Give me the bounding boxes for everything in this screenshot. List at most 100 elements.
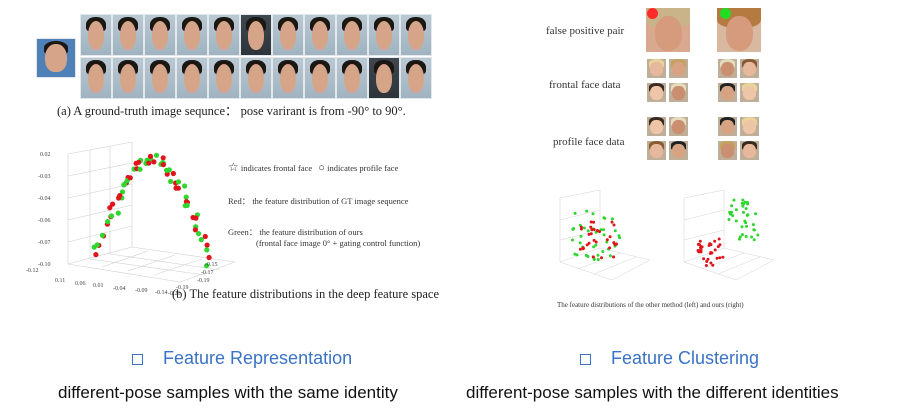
scatter-point bbox=[136, 159, 142, 165]
tick-label: -0.07 bbox=[38, 240, 51, 246]
scatter-point bbox=[727, 218, 731, 221]
scatter-point bbox=[734, 208, 738, 212]
scatter-point bbox=[704, 264, 708, 267]
face-thumbnail bbox=[208, 14, 240, 56]
right-description: different-pose samples with the differen… bbox=[466, 383, 839, 402]
face-thumbnail bbox=[176, 14, 208, 56]
scatter-point bbox=[615, 242, 618, 246]
scatter-point bbox=[589, 220, 593, 224]
face-thumbnail bbox=[668, 82, 689, 103]
scatter-point bbox=[713, 239, 717, 243]
scatter-point bbox=[578, 241, 582, 245]
face-thumbnail bbox=[646, 82, 667, 103]
feature-clustering-label: Feature Clustering bbox=[611, 348, 760, 368]
scatter-point bbox=[193, 215, 199, 221]
face-thumbnail bbox=[112, 57, 144, 99]
legend-circle-text: indicates profile face bbox=[327, 163, 399, 173]
scatter-point bbox=[713, 248, 717, 252]
scatter-point bbox=[715, 256, 719, 260]
scatter-point bbox=[590, 228, 594, 232]
face-thumbnail bbox=[646, 116, 667, 137]
scatter-point bbox=[617, 234, 621, 238]
scatter-point bbox=[151, 159, 157, 165]
scatter-point bbox=[709, 261, 713, 265]
scatter-point bbox=[183, 194, 189, 200]
false-marker-right bbox=[720, 8, 731, 19]
other-method-scatter bbox=[559, 190, 651, 281]
scatter-point bbox=[734, 219, 738, 223]
scatter-point bbox=[750, 235, 754, 239]
tick-label: -0.04 bbox=[113, 286, 126, 292]
caption-b: (b) The feature distributions in the dee… bbox=[172, 287, 440, 301]
scatter-point bbox=[587, 241, 591, 245]
scatter-point bbox=[602, 228, 606, 232]
scatter-point bbox=[717, 237, 721, 241]
face-thumbnail bbox=[80, 14, 112, 56]
face-thumbnail bbox=[144, 57, 176, 99]
feature-representation-label: Feature Representation bbox=[163, 348, 353, 368]
scatter-point bbox=[573, 211, 577, 215]
scatter-point bbox=[175, 179, 182, 185]
scatter-point bbox=[592, 220, 596, 224]
false-marker-left bbox=[647, 8, 658, 19]
tick-label: -0.19 bbox=[197, 278, 210, 284]
scatter-point bbox=[744, 235, 748, 238]
z-axis-ticks: 0.02 -0.03 -0.04 -0.06 -0.07 -0.10 bbox=[38, 152, 68, 272]
scatter-point bbox=[579, 227, 583, 231]
scatter-point bbox=[702, 257, 706, 261]
scatter-point bbox=[601, 250, 605, 253]
scatter-point bbox=[105, 219, 111, 225]
scatter-point bbox=[93, 252, 99, 258]
face-thumbnail bbox=[304, 57, 336, 99]
scatter-point bbox=[586, 229, 590, 233]
legend-star-text: indicates frontal face bbox=[240, 163, 313, 173]
scatter-point bbox=[571, 227, 575, 231]
scatter-point bbox=[204, 263, 210, 269]
scatter-point bbox=[746, 201, 749, 204]
tick-label: 0.01 bbox=[93, 283, 104, 289]
scatter-point bbox=[592, 245, 596, 249]
row-label-profile: profile face data bbox=[553, 136, 625, 148]
face-thumbnail bbox=[400, 14, 432, 56]
scatter-point bbox=[587, 232, 591, 236]
feature-clustering-title: Feature Clustering bbox=[580, 348, 759, 369]
tick-label: -0.15 bbox=[205, 262, 218, 268]
face-thumbnail bbox=[739, 116, 760, 137]
face-thumbnail bbox=[739, 58, 760, 79]
scatter-point bbox=[754, 212, 758, 216]
tick-label: -0.19 bbox=[176, 285, 189, 291]
face-thumbnail bbox=[400, 57, 432, 99]
face-thumbnail bbox=[368, 14, 400, 56]
tick-label: 0.06 bbox=[75, 281, 86, 287]
face-thumbnail bbox=[176, 57, 208, 99]
legend: ☆ indicates frontal face ○ indicates pro… bbox=[228, 160, 443, 250]
scatter-point bbox=[740, 225, 744, 229]
scatter-point bbox=[732, 198, 736, 202]
scatter-point bbox=[591, 212, 595, 216]
scatter-point bbox=[592, 228, 596, 231]
caption-a: (a) A ground-truth image sequnce： pose v… bbox=[57, 104, 406, 118]
scatter-point bbox=[697, 250, 701, 254]
scatter-point bbox=[751, 223, 755, 227]
scatter-point bbox=[706, 257, 710, 261]
scatter-point bbox=[175, 185, 181, 191]
face-thumbnail bbox=[240, 14, 272, 56]
scatter-point bbox=[594, 243, 598, 247]
scatter-point bbox=[592, 238, 596, 242]
scatter-point bbox=[611, 217, 614, 221]
tick-label: -0.12 bbox=[26, 268, 39, 274]
scatter-point bbox=[705, 260, 709, 263]
left-description: different-pose samples with the same ide… bbox=[58, 383, 398, 402]
scatter-point bbox=[117, 193, 123, 199]
row-label-frontal: frontal face data bbox=[549, 79, 621, 91]
feature-representation-title: Feature Representation bbox=[132, 348, 352, 369]
circle-icon: ○ bbox=[318, 162, 325, 174]
face-thumbnail bbox=[668, 58, 689, 79]
scatter-point bbox=[699, 245, 703, 249]
face-thumbnail bbox=[240, 57, 272, 99]
face-thumbnail bbox=[668, 116, 689, 137]
scatter-point bbox=[137, 166, 143, 172]
scatter-point bbox=[602, 233, 606, 237]
scatter-point bbox=[589, 232, 593, 236]
legend-green-sub: (frontal face image 0° + gating control … bbox=[256, 238, 421, 248]
